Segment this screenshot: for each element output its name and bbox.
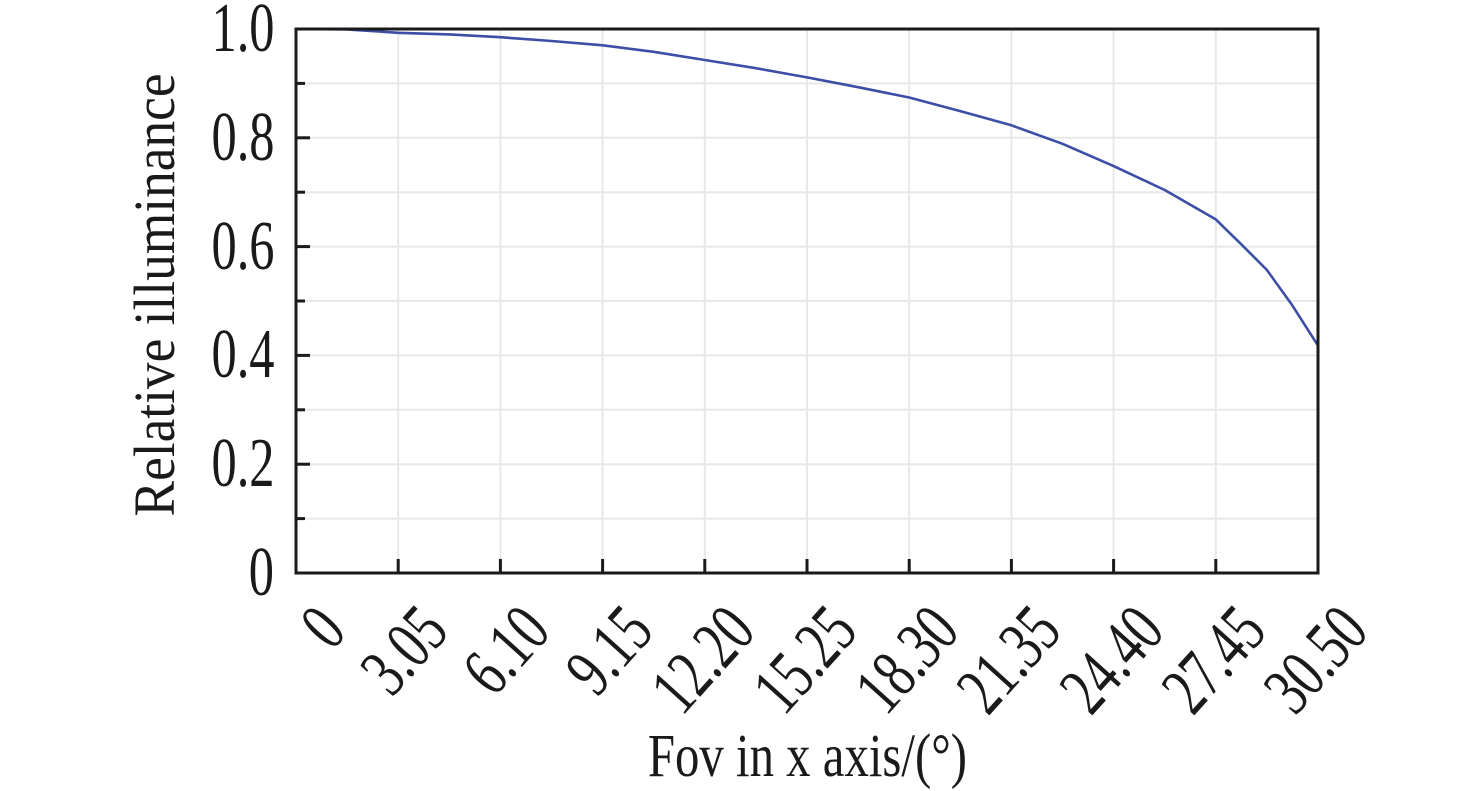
y-tick-label: 0.4 [211,316,274,394]
y-tick-label: 0 [248,534,274,611]
illuminance-curve [294,27,1320,347]
y-tick-label: 0.6 [211,207,274,285]
y-tick-label: 1.0 [211,0,274,67]
x-axis-label: Fov in x axis/(°) [296,722,1318,791]
y-tick-label: 0.8 [211,98,274,176]
x-axis-label-text: Fov in x axis/(°) [647,723,967,790]
y-tick-label: 0.2 [211,425,274,503]
